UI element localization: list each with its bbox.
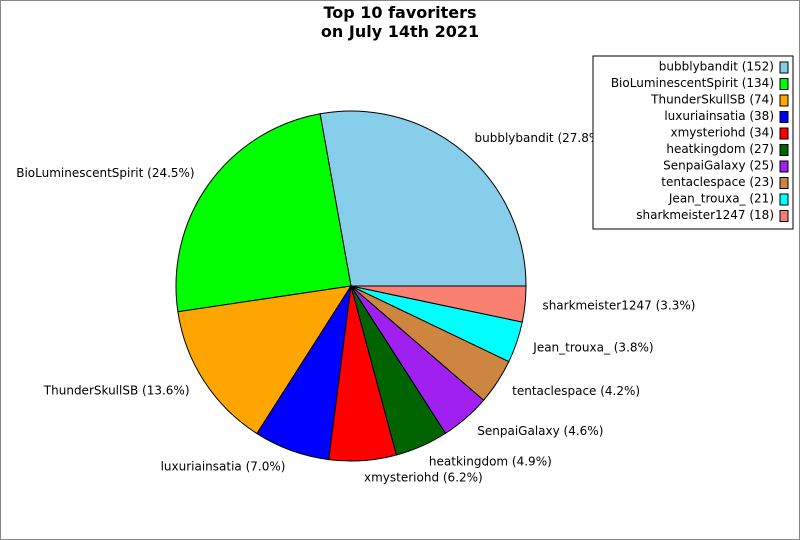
legend-label: xmysteriohd (34) [670,126,774,140]
legend-swatch [779,111,789,123]
slice-label: BioLuminescentSpirit (24.5%) [16,166,194,180]
legend-label: sharkmeister1247 (18) [636,208,774,222]
legend-swatch [779,127,789,140]
legend-label: luxuriainsatia (38) [664,109,774,123]
slice-label: sharkmeister1247 (3.3%) [542,298,695,312]
legend-swatch [779,94,789,107]
pie-slice [319,110,527,287]
legend-label: BioLuminescentSpirit (134) [611,76,774,90]
legend-swatch [779,210,789,222]
legend-swatch [779,193,789,206]
slice-label: tentaclespace (4.2%) [512,384,640,398]
slice-label: xmysteriohd (6.2%) [364,471,483,485]
chart-title: Top 10 favoriters on July 14th 2021 [320,3,480,41]
slice-label: heatkingdom (4.9%) [429,455,552,469]
slice-label: ThunderSkullSB (13.6%) [43,383,190,397]
pie-slice [175,113,352,313]
legend-label: SenpaiGalaxy (25) [663,159,774,173]
legend-swatch [779,177,789,189]
legend-swatch [779,78,789,90]
legend-swatch [779,160,789,173]
pie-slice [350,285,527,323]
legend-box [592,55,794,230]
slice-label: SenpaiGalaxy (4.6%) [477,424,603,438]
legend-label: ThunderSkullSB (74) [650,93,774,107]
slice-label: bubblybandit (27.8%) [475,131,605,145]
slice-label: Jean_trouxa_ (3.8%) [532,340,653,354]
legend-label: tentaclespace (23) [661,175,774,189]
legend-label: bubblybandit (152) [659,60,774,74]
legend-swatch [779,61,789,74]
legend-label: Jean_trouxa_ (21) [668,192,774,206]
legend-swatch [779,144,789,156]
pie-slice [177,285,353,435]
slice-label: luxuriainsatia (7.0%) [161,459,286,473]
legend-label: heatkingdom (27) [666,142,774,156]
